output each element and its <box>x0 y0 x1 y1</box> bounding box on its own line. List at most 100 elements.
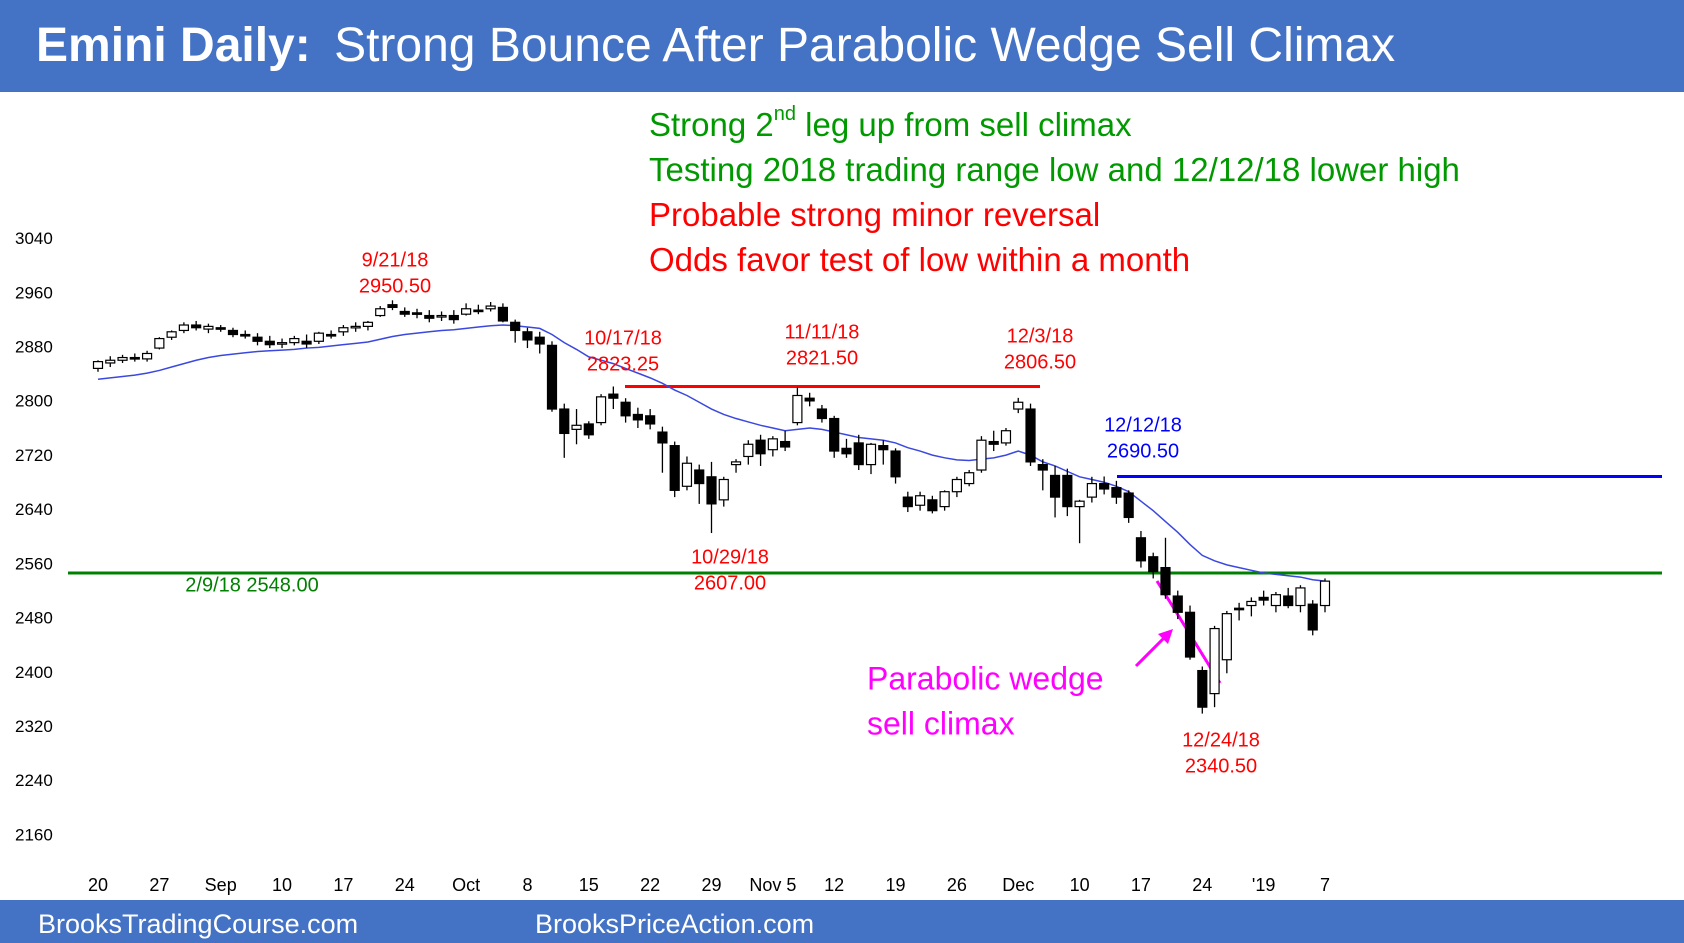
candle-body <box>620 401 631 417</box>
annotation: 11/11/18 <box>785 321 860 343</box>
candle-body <box>1234 607 1245 611</box>
note: Testing 2018 trading range low and 12/12… <box>649 151 1460 188</box>
candle-body <box>988 440 999 445</box>
y-tick-label: 2640 <box>15 500 53 519</box>
note-part: nd <box>774 103 796 125</box>
x-tick-label: 20 <box>88 875 108 895</box>
y-tick-label: 2560 <box>15 554 53 573</box>
x-tick-label: 17 <box>1131 875 1151 895</box>
annotation: 12/24/18 <box>1182 729 1260 751</box>
candle-body <box>927 499 938 512</box>
candle-body <box>215 327 226 330</box>
candle-body <box>473 309 484 313</box>
candle-body <box>497 306 509 322</box>
candle-body <box>1184 611 1196 658</box>
candle-body <box>227 329 239 336</box>
y-tick-label: 2880 <box>15 338 53 357</box>
candle-body <box>387 304 398 309</box>
candle-body <box>1000 430 1012 444</box>
note: Strong 2nd leg up from sell climax <box>649 103 1132 142</box>
annotation: 10/17/18 <box>584 327 662 349</box>
candle-body <box>326 333 337 337</box>
title-text: Strong Bounce After Parabolic Wedge Sell… <box>334 19 1395 72</box>
candle-body <box>105 359 116 364</box>
candle-body <box>951 478 963 493</box>
candle-body <box>890 450 901 478</box>
candle-body <box>657 431 668 444</box>
candle-body <box>191 324 202 329</box>
candle-body <box>1049 474 1061 498</box>
note-part: Probable strong minor reversal <box>649 196 1100 233</box>
arrow-head <box>1158 629 1173 644</box>
candle-body <box>546 344 558 410</box>
y-tick-label: 3040 <box>15 229 53 248</box>
candle-body <box>448 314 459 321</box>
annotation: 12/12/18 <box>1104 414 1182 436</box>
candle-body <box>1270 594 1282 607</box>
x-tick-label: 27 <box>149 875 169 895</box>
candle-body <box>1135 537 1147 562</box>
candle-body <box>694 469 705 485</box>
annotation: 2690.50 <box>1107 440 1179 462</box>
candle-body <box>240 333 251 337</box>
candle-body <box>792 394 803 424</box>
candle-body <box>313 332 324 342</box>
y-tick-label: 2800 <box>15 392 53 411</box>
candle-body <box>559 408 570 435</box>
x-tick-label: 22 <box>640 875 660 895</box>
candle-body <box>1307 603 1318 631</box>
note-part: Strong 2 <box>649 106 774 143</box>
candle-body <box>914 495 926 506</box>
x-tick-label: '19 <box>1252 875 1275 895</box>
candle-body <box>289 337 300 344</box>
candle-body <box>362 321 374 327</box>
candle-body <box>1295 587 1306 607</box>
candle-body <box>964 472 975 485</box>
candle-body <box>645 415 656 425</box>
candle-body <box>902 496 913 508</box>
candle-body <box>841 447 852 455</box>
annotation: 2607.00 <box>694 572 766 594</box>
candle-body <box>1258 596 1269 601</box>
candle-body <box>681 462 693 487</box>
candle-body <box>1086 482 1097 498</box>
candle-body <box>411 312 423 315</box>
candle-body <box>1074 500 1085 508</box>
candle-body <box>522 331 533 341</box>
candle-body <box>178 324 189 332</box>
arrow-shaft <box>1134 632 1170 668</box>
candle-body <box>1246 600 1257 607</box>
x-tick-label: 17 <box>333 875 353 895</box>
footer-left: BrooksTradingCourse.com <box>38 909 358 939</box>
x-tick-label: Dec <box>1002 875 1034 895</box>
candle-body <box>117 356 128 361</box>
candle-body <box>878 445 889 451</box>
candle-body <box>203 325 214 330</box>
x-tick-label: 10 <box>272 875 292 895</box>
candle-body <box>669 445 680 491</box>
candle-body <box>141 352 153 360</box>
annotation: 2806.50 <box>1004 351 1076 373</box>
candle-body <box>1319 580 1331 607</box>
candle-body <box>804 397 815 402</box>
y-tick-label: 2720 <box>15 446 53 465</box>
candle-body <box>301 340 312 345</box>
annotation: 2950.50 <box>359 275 431 297</box>
x-tick-label: 24 <box>395 875 415 895</box>
candle-body <box>976 439 987 471</box>
y-tick-label: 2240 <box>15 771 53 790</box>
candle-body <box>608 393 619 399</box>
candle-body <box>1037 464 1048 471</box>
footer-bar <box>0 900 1684 943</box>
candle-body <box>534 336 545 345</box>
candle-body <box>264 340 275 346</box>
candle-body <box>252 336 263 342</box>
candle-body <box>1013 401 1024 410</box>
candle-body <box>1025 408 1036 463</box>
x-tick-label: Oct <box>452 875 480 895</box>
x-tick-label: 24 <box>1192 875 1212 895</box>
candle-body <box>1160 566 1171 596</box>
candle-body <box>780 440 791 448</box>
candle-body <box>399 310 410 315</box>
